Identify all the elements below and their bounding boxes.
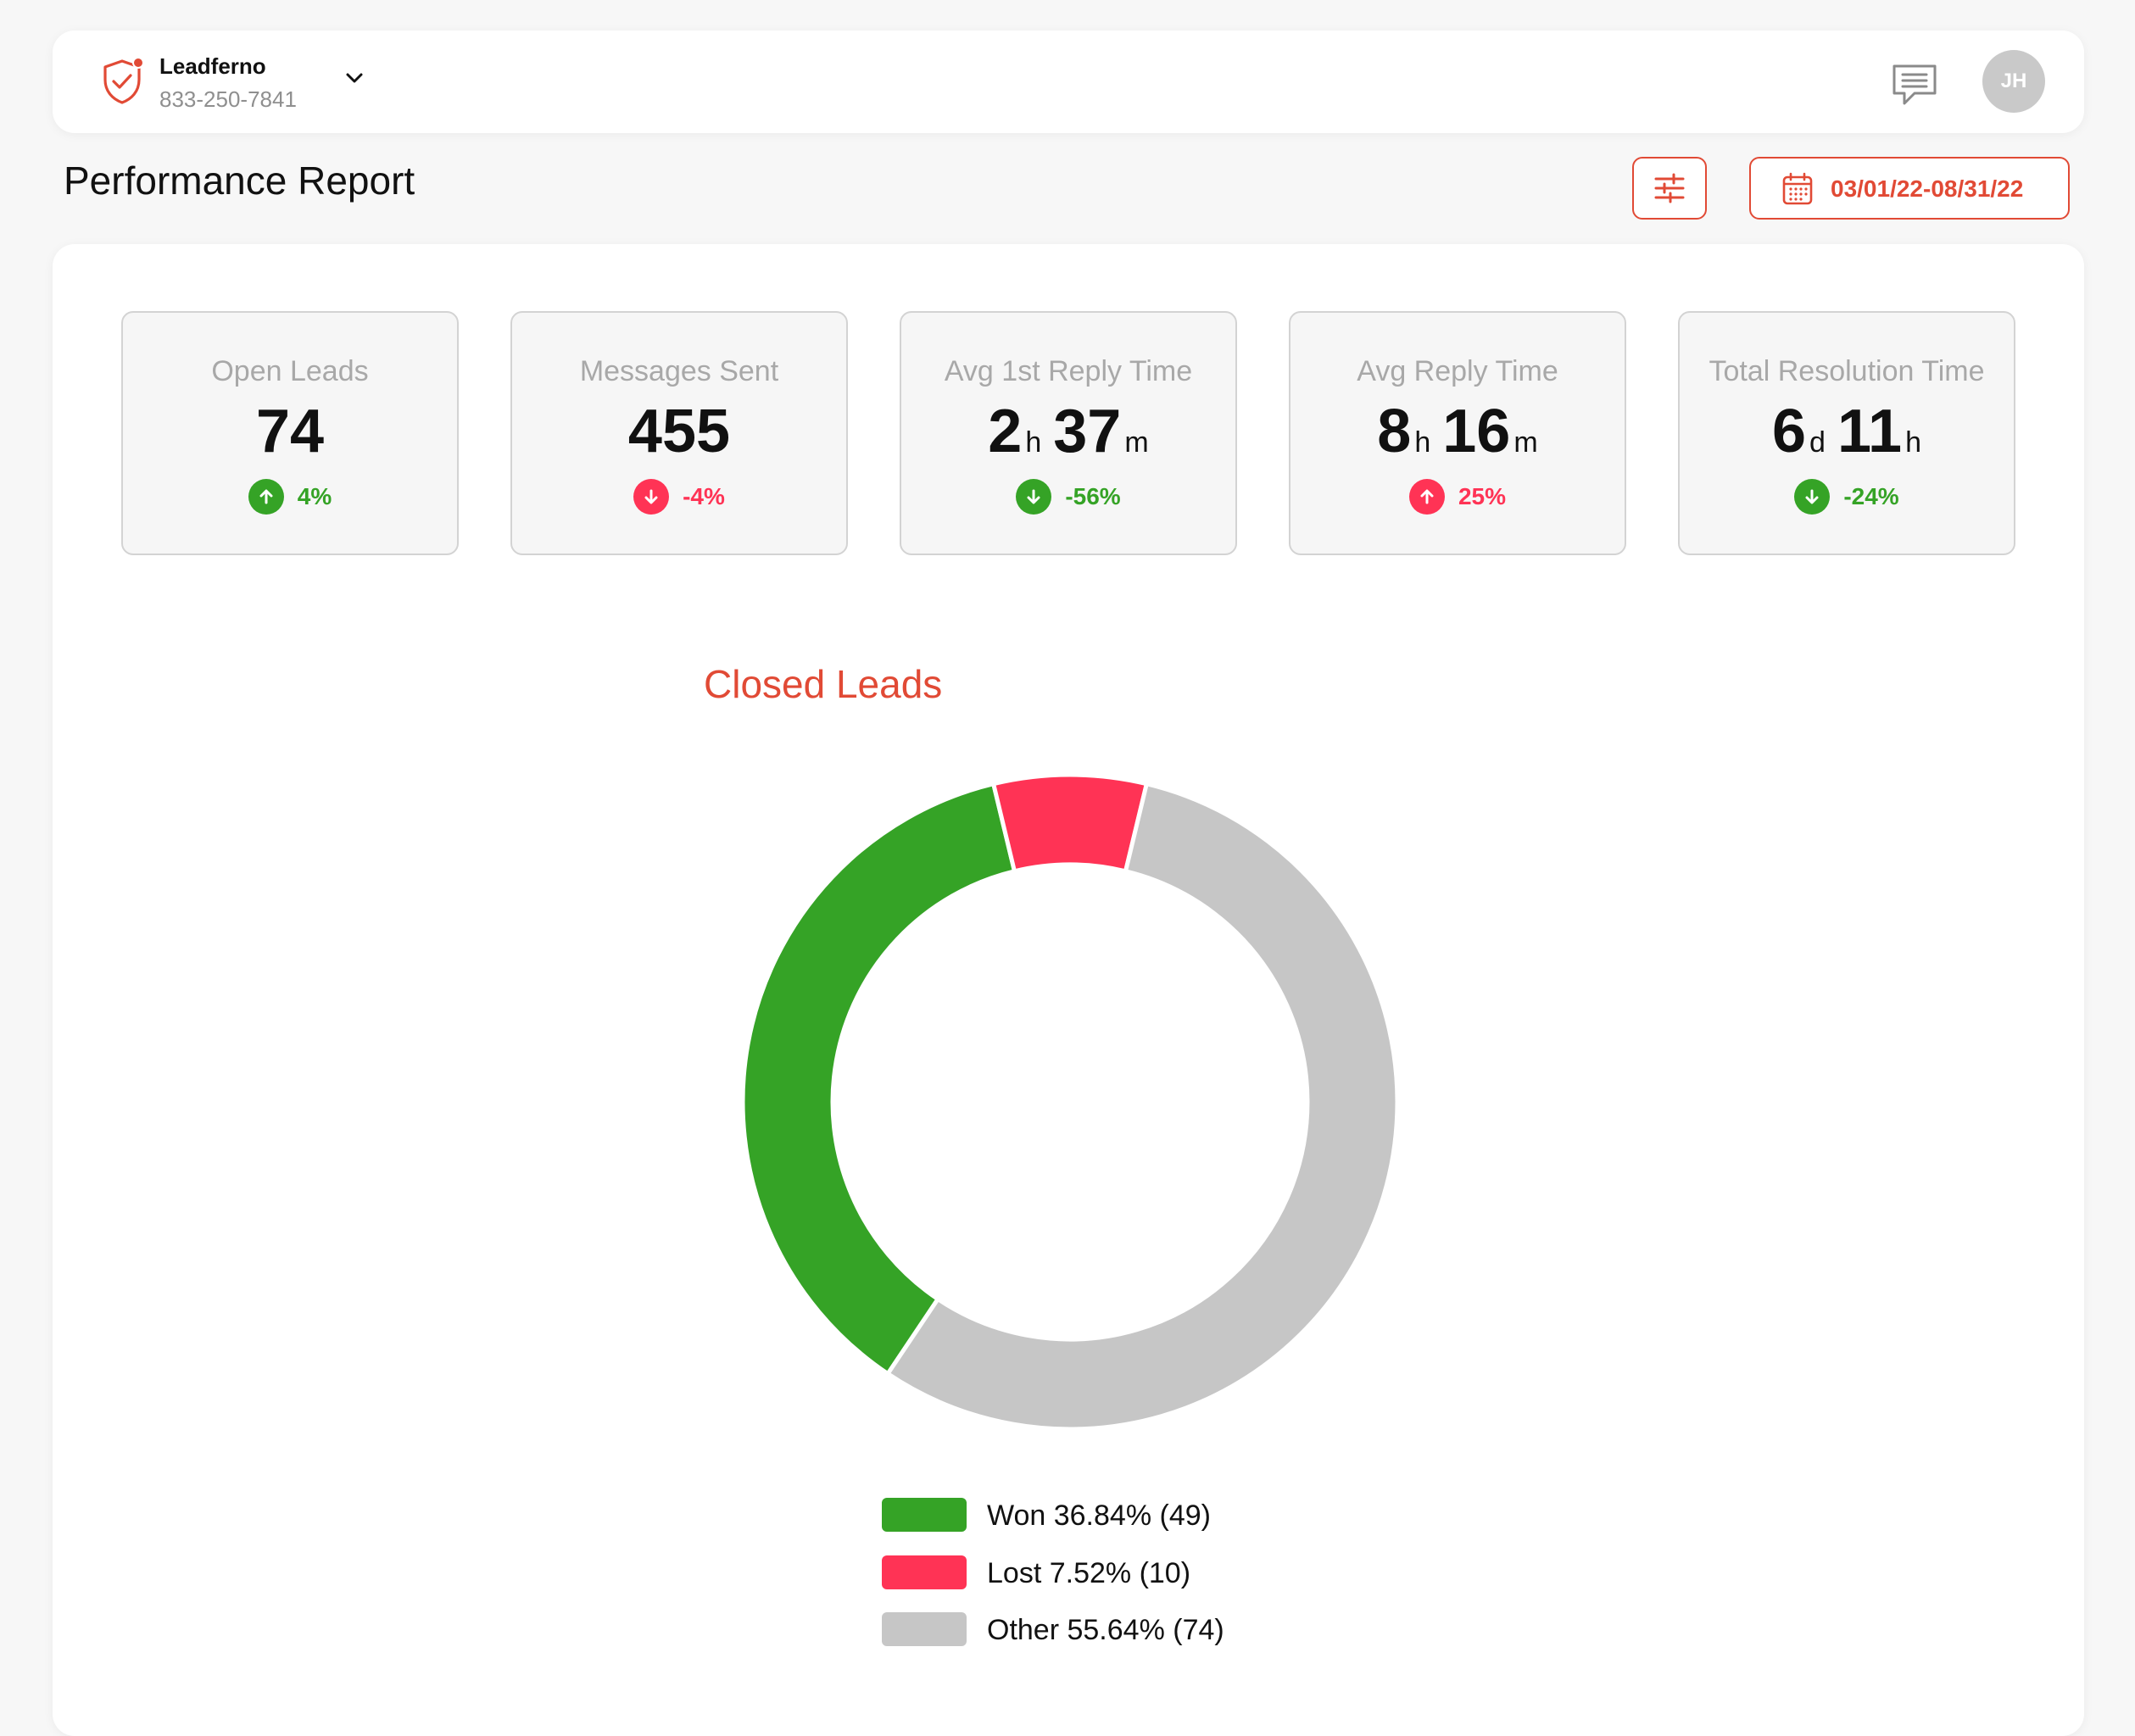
kpi-label: Avg Reply Time (1357, 355, 1558, 387)
kpi-value: 8 h 16 m (1377, 398, 1538, 465)
donut-slice-won[interactable] (740, 781, 1017, 1377)
brand-name: Leadferno (159, 53, 266, 79)
kpi-card-messages-sent: Messages Sent 455 -4% (510, 311, 848, 555)
kpi-card-open-leads: Open Leads 74 4% (121, 311, 459, 555)
avatar[interactable]: JH (1982, 50, 2045, 113)
sliders-icon (1654, 173, 1685, 203)
chat-icon[interactable] (1889, 61, 1940, 108)
top-bar: Leadferno 833-250-7841 JH (53, 31, 2084, 133)
kpi-change: 4% (123, 479, 457, 515)
legend-label-won: Won 36.84% (49) (987, 1500, 1211, 1532)
arrow-up-icon (1408, 479, 1445, 515)
legend-swatch-lost (882, 1555, 967, 1589)
donut-slice-other[interactable] (884, 781, 1400, 1432)
kpi-label: Total Resolution Time (1709, 355, 1985, 387)
kpi-change: -56% (901, 479, 1235, 515)
kpi-card-avg-first-reply-time: Avg 1st Reply Time 2 h 37 m -56% (900, 311, 1237, 555)
date-range-button[interactable]: 03/01/22-08/31/22 (1749, 157, 2070, 220)
kpi-card-total-resolution-time: Total Resolution Time 6 d 11 h -24% (1678, 311, 2015, 555)
kpi-change: -4% (512, 479, 846, 515)
donut-slice-lost[interactable] (990, 772, 1150, 874)
kpi-value: 74 (255, 398, 325, 465)
kpi-value: 455 (627, 398, 731, 465)
kpi-card-avg-reply-time: Avg Reply Time 8 h 16 m 25% (1289, 311, 1626, 555)
kpi-change-value: -24% (1843, 483, 1899, 509)
date-range-label: 03/01/22-08/31/22 (1831, 175, 2024, 202)
arrow-down-icon (1794, 479, 1831, 515)
brand-phone: 833-250-7841 (159, 86, 297, 112)
arrow-up-icon (248, 479, 284, 515)
chevron-down-icon[interactable] (343, 66, 366, 90)
closed-leads-donut-chart (740, 772, 1400, 1432)
legend-label-lost: Lost 7.52% (10) (987, 1557, 1191, 1589)
shield-check-icon (103, 57, 144, 104)
kpi-change-value: 4% (297, 483, 332, 509)
filter-button[interactable] (1632, 157, 1707, 220)
kpi-label: Messages Sent (579, 355, 779, 387)
legend-swatch-won (882, 1498, 967, 1532)
calendar-icon (1782, 172, 1813, 205)
arrow-down-icon (633, 479, 670, 515)
kpi-label: Open Leads (211, 355, 369, 387)
kpi-change-value: 25% (1458, 483, 1507, 509)
kpi-change: 25% (1290, 479, 1625, 515)
kpi-value: 6 d 11 h (1771, 398, 1921, 465)
chart-title: Closed Leads (704, 662, 943, 706)
arrow-down-icon (1016, 479, 1052, 515)
legend-swatch-other (882, 1612, 967, 1646)
kpi-change: -24% (1680, 479, 2014, 515)
kpi-label: Avg 1st Reply Time (944, 355, 1193, 387)
page-title: Performance Report (64, 159, 415, 203)
kpi-value: 2 h 37 m (988, 398, 1149, 465)
kpi-change-value: -4% (683, 483, 725, 509)
legend-label-other: Other 55.64% (74) (987, 1614, 1224, 1646)
kpi-change-value: -56% (1065, 483, 1121, 509)
